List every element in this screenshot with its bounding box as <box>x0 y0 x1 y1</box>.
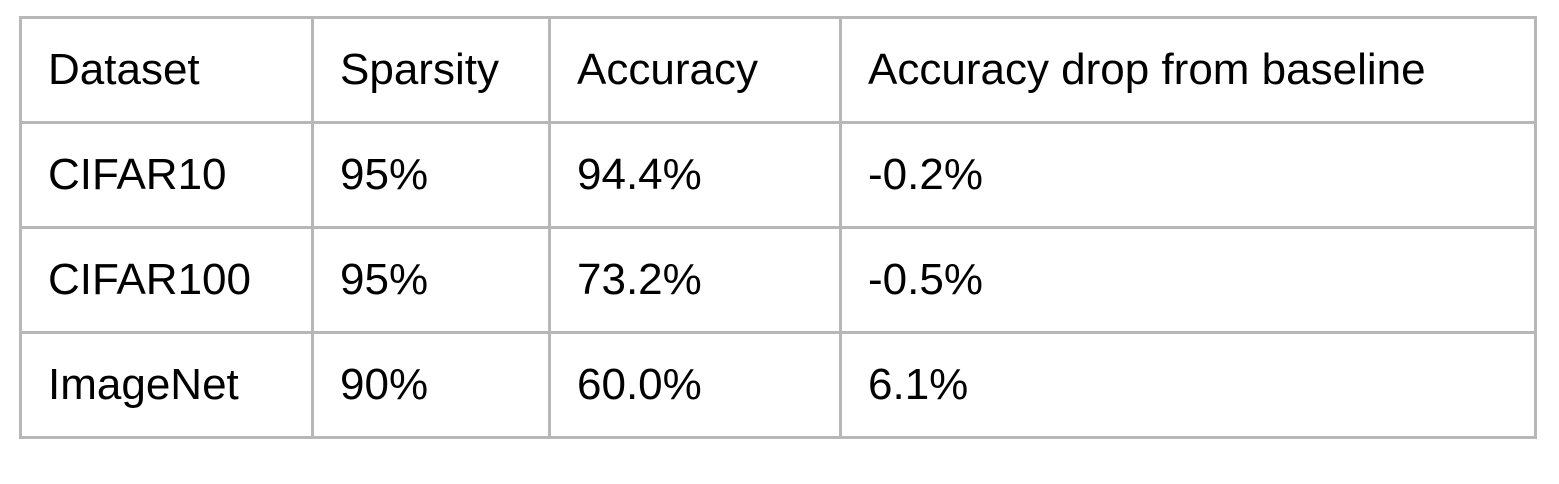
cell-sparsity: 90% <box>311 331 551 439</box>
cell-accuracy-drop: 6.1% <box>839 331 1537 439</box>
cell-dataset: CIFAR100 <box>19 226 314 334</box>
results-table: Dataset Sparsity Accuracy Accuracy drop … <box>19 16 1537 439</box>
cell-sparsity: 95% <box>311 121 551 229</box>
cell-accuracy: 60.0% <box>548 331 842 439</box>
cell-sparsity: 95% <box>311 226 551 334</box>
table-row: CIFAR100 95% 73.2% -0.5% <box>19 226 1537 334</box>
header-dataset: Dataset <box>19 16 314 124</box>
header-sparsity: Sparsity <box>311 16 551 124</box>
header-accuracy: Accuracy <box>548 16 842 124</box>
cell-accuracy: 94.4% <box>548 121 842 229</box>
table-header-row: Dataset Sparsity Accuracy Accuracy drop … <box>19 16 1537 124</box>
header-accuracy-drop: Accuracy drop from baseline <box>839 16 1537 124</box>
table-row: CIFAR10 95% 94.4% -0.2% <box>19 121 1537 229</box>
cell-accuracy-drop: -0.2% <box>839 121 1537 229</box>
table-row: ImageNet 90% 60.0% 6.1% <box>19 331 1537 439</box>
cell-accuracy: 73.2% <box>548 226 842 334</box>
cell-dataset: CIFAR10 <box>19 121 314 229</box>
cell-accuracy-drop: -0.5% <box>839 226 1537 334</box>
cell-dataset: ImageNet <box>19 331 314 439</box>
